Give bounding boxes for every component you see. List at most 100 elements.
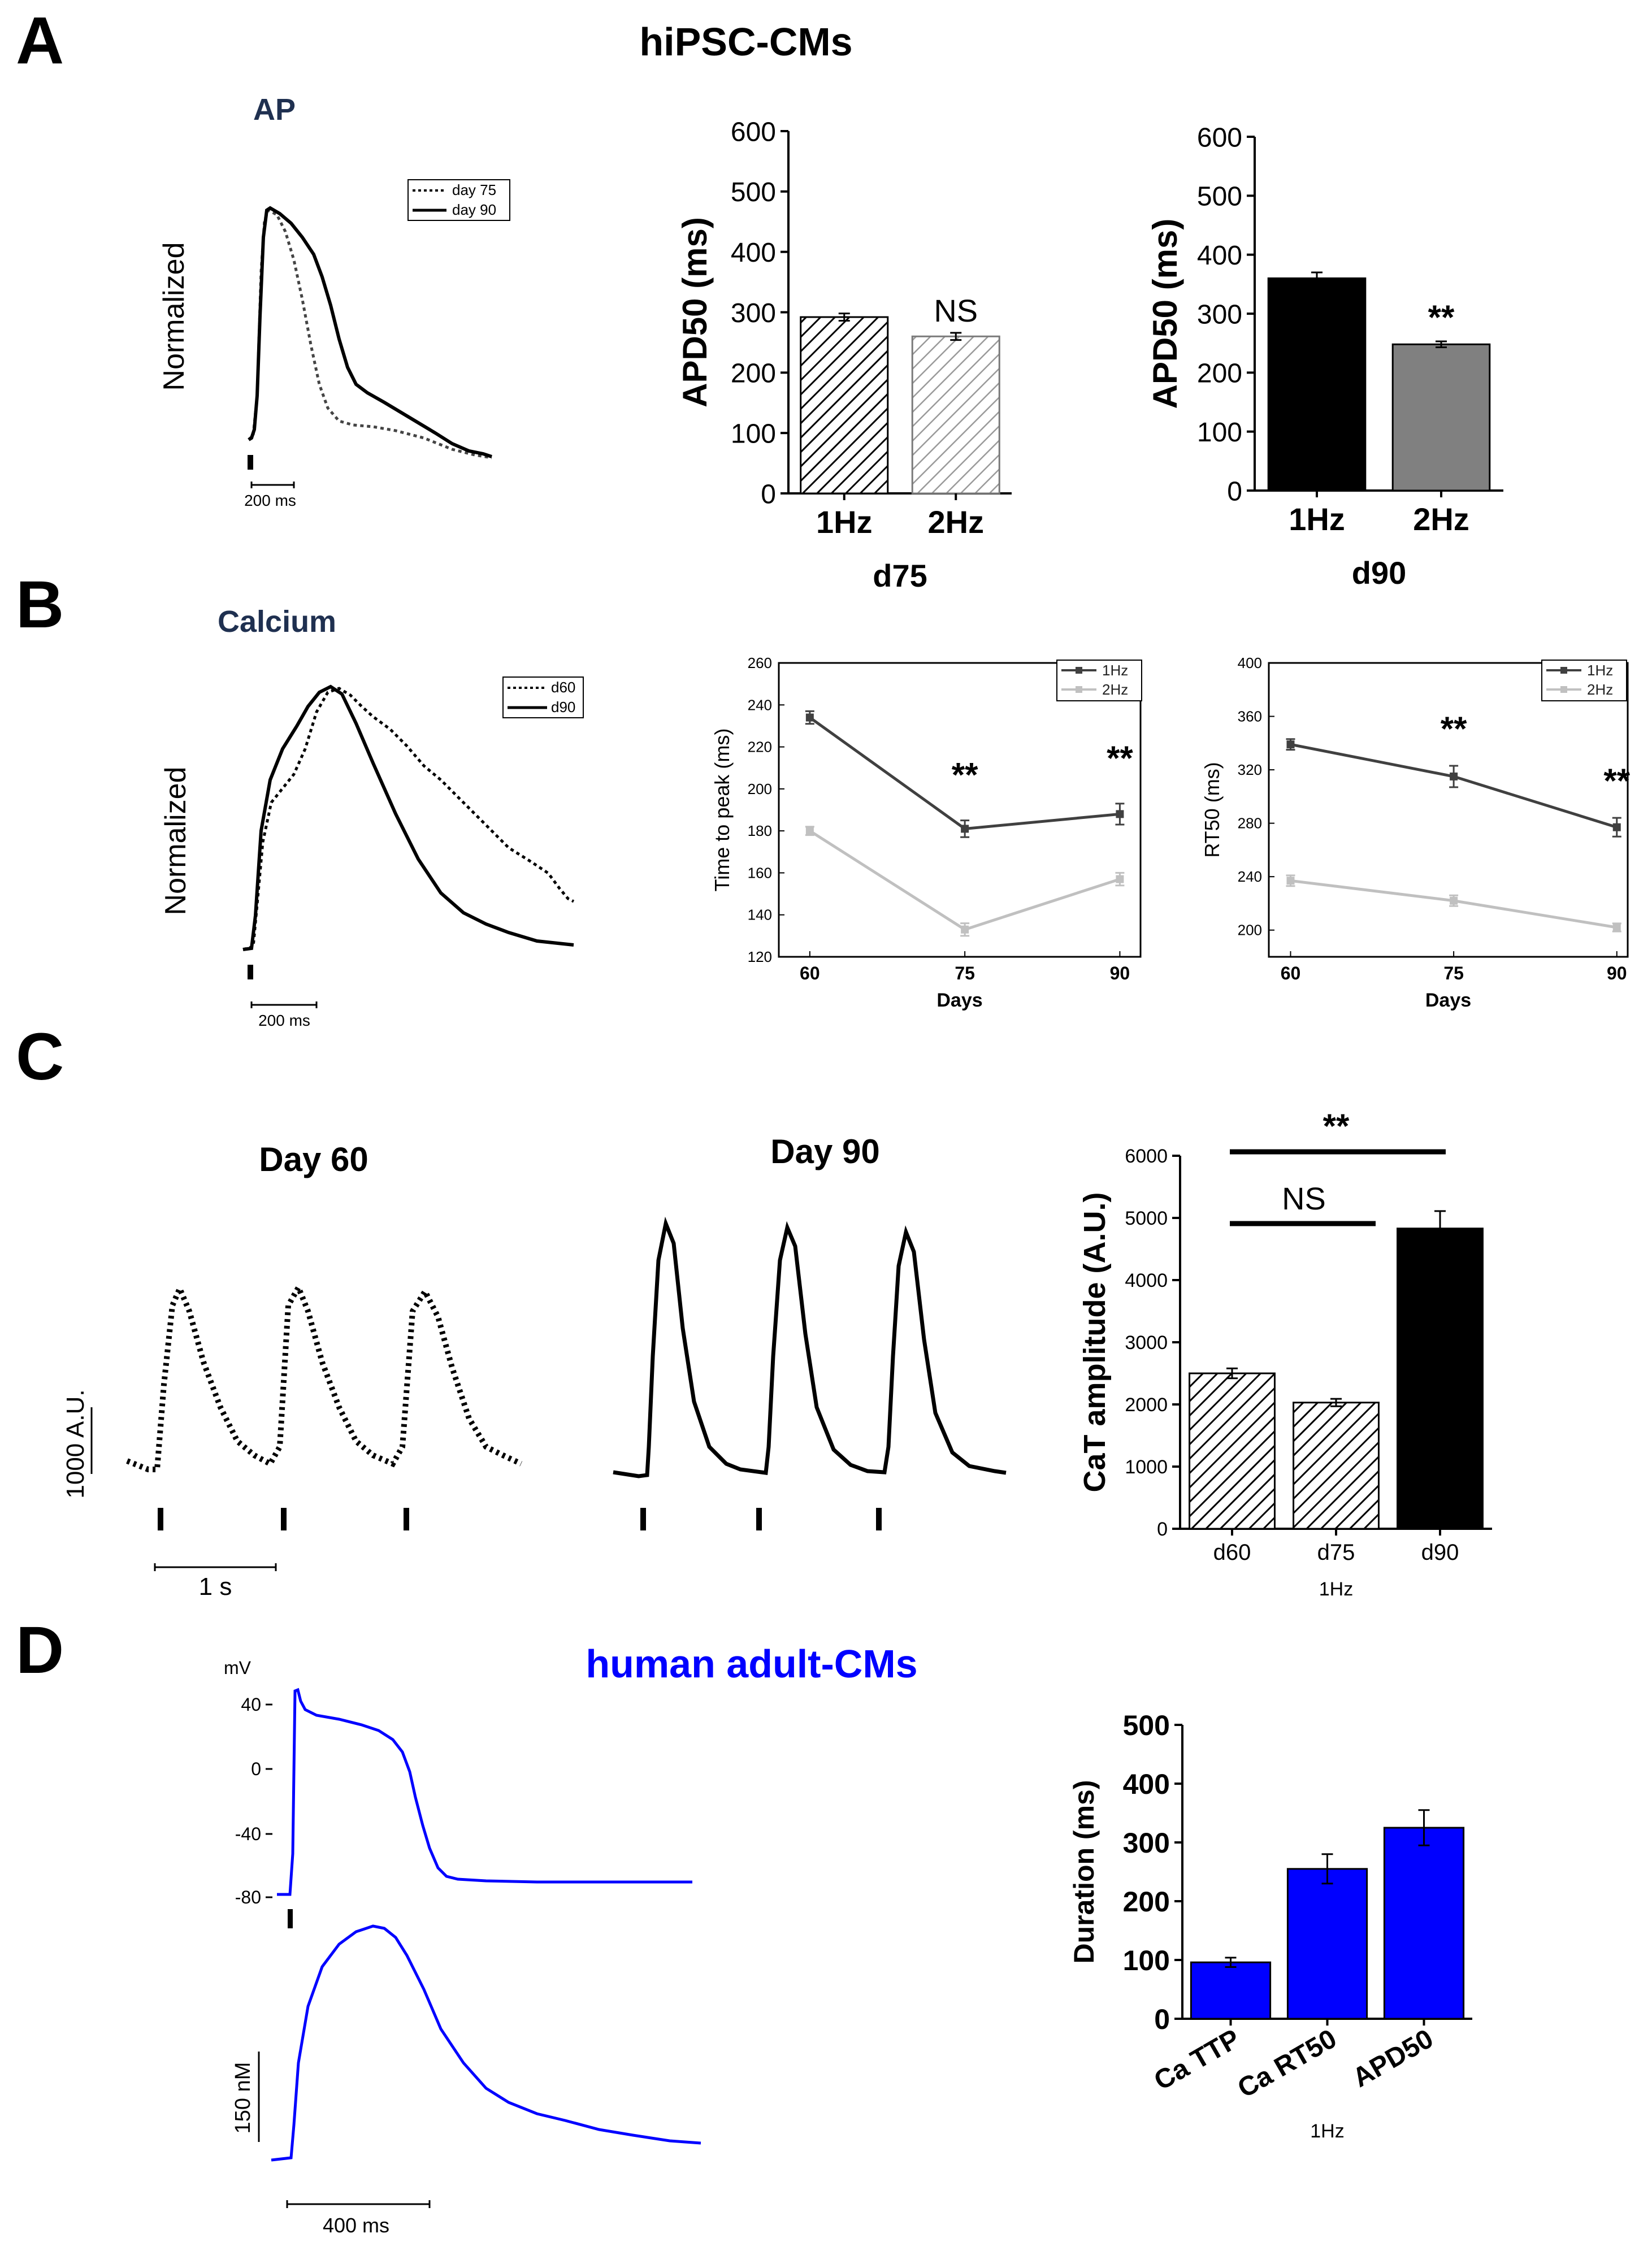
- x-axis-label: Days: [936, 990, 982, 1011]
- ap-trace-plot: AP Normalized day 75 day 90 200 ms: [158, 93, 510, 509]
- adult-ap-ytick-label-0: 0: [251, 1759, 261, 1779]
- y-tick-label: 300: [731, 298, 776, 328]
- calcium-stim-marker: [248, 965, 253, 979]
- x-tick-label: d75: [1317, 1540, 1355, 1565]
- calcium-scale-label: 200 ms: [258, 1012, 310, 1029]
- x-axis-label: Days: [1425, 990, 1471, 1011]
- y-tick-label: 600: [731, 117, 776, 147]
- x-tick-label: d90: [1421, 1540, 1459, 1565]
- y-tick-label: 1000: [1125, 1456, 1168, 1478]
- significance-label: **: [952, 756, 978, 794]
- day60-stim-3: [404, 1508, 409, 1530]
- plot-frame: [1268, 662, 1629, 958]
- y-tick-label: 200: [1238, 922, 1262, 939]
- y-tick-label: 6000: [1125, 1146, 1168, 1167]
- x-tick-label: 90: [1607, 963, 1627, 983]
- calcium-trace-d90: [242, 684, 574, 951]
- y-tick-label: 240: [748, 696, 772, 713]
- day60-title: Day 60: [259, 1140, 368, 1178]
- adult-ap-unit: mV: [224, 1658, 252, 1678]
- x-tick-label: Ca RT50: [1233, 2024, 1342, 2104]
- chart-apd50-d75: 0 100 200 300 400 500 600 1Hz 2Hz APD50 (ms) d75 NS: [676, 117, 1012, 593]
- adult-ap-ytick-label-40: 40: [241, 1694, 261, 1715]
- significance-label: **: [1441, 710, 1467, 748]
- y-tick-label: 300: [1197, 300, 1242, 329]
- y-tick-label: 0: [761, 479, 776, 509]
- y-axis-label: APD50 (ms): [676, 217, 714, 407]
- calcium-ylabel: Normalized: [159, 767, 192, 916]
- y-tick-label: 200: [1123, 1886, 1170, 1918]
- chart-cat-amplitude: 0 1000 2000 3000 4000 5000 6000 d60 d75 d90 CaT am…: [1078, 1107, 1492, 1600]
- day90-stim-2: [756, 1508, 762, 1530]
- y-tick-label: 180: [748, 822, 772, 839]
- legend-label: 2Hz: [1102, 681, 1128, 698]
- calcium-trace-d60: [242, 687, 575, 951]
- y-tick-label: 200: [1197, 359, 1242, 389]
- day60-stim-1: [158, 1508, 163, 1530]
- significance-label: **: [1428, 298, 1455, 336]
- chart-rt50: 200 240 280 320 360 400 60 75 90 1Hz 2Hz ** ** RT50 (…: [1200, 654, 1631, 1011]
- y-tick-label: 240: [1238, 868, 1262, 885]
- significance-label: **: [1603, 762, 1630, 800]
- y-tick-label: 400: [731, 238, 776, 268]
- x-tick-label: 75: [1443, 963, 1464, 983]
- y-tick-label: 600: [1197, 123, 1242, 153]
- y-axis-label: Time to peak (ms): [710, 728, 734, 892]
- calcium-title: Calcium: [218, 605, 336, 639]
- y-tick-label: 500: [1197, 182, 1242, 212]
- calcium-legend-d90: d90: [551, 699, 575, 715]
- plot-frame: [778, 662, 1142, 958]
- day60-stim-2: [281, 1508, 287, 1530]
- calcium-legend-box: [502, 676, 584, 718]
- ap-title: AP: [253, 93, 296, 127]
- bar-apd50: [1383, 1827, 1465, 2020]
- data-point-1hz: [1450, 772, 1458, 780]
- adult-ap-trace: [277, 1688, 692, 1896]
- legend-marker: [1076, 686, 1082, 693]
- significance-label: NS: [1282, 1181, 1326, 1216]
- legend-marker: [1560, 667, 1567, 674]
- y-tick-label: 0: [1157, 1519, 1168, 1540]
- y-tick-label: 120: [748, 948, 772, 965]
- data-point-1hz: [805, 713, 814, 722]
- data-point-2hz: [1116, 875, 1124, 883]
- panel-letter-b: B: [16, 567, 64, 642]
- adult-ca-trace: [271, 1924, 701, 2162]
- day60-scale-x-label: 1 s: [199, 1573, 232, 1601]
- y-tick-label: 5000: [1125, 1208, 1168, 1229]
- y-tick-label: 400: [1123, 1768, 1170, 1800]
- adult-ap-ytick-label-m80: -80: [235, 1887, 261, 1907]
- y-tick-label: 140: [748, 907, 772, 923]
- y-tick-label: 2000: [1125, 1394, 1168, 1416]
- legend-label: 1Hz: [1102, 662, 1128, 679]
- x-tick-label: 2Hz: [927, 504, 984, 540]
- legend-box: [1056, 660, 1142, 701]
- x-axis-label: 1Hz: [1319, 1578, 1353, 1600]
- y-axis-label: CaT amplitude (A.U.): [1078, 1192, 1112, 1492]
- day90-title: Day 90: [770, 1133, 879, 1170]
- chart-apd50-d90: 0 100 200 300 400 500 600 1Hz 2Hz APD50 (ms) d90 **: [1146, 123, 1503, 591]
- bar-d75: [1293, 1402, 1380, 1530]
- y-tick-label: 220: [748, 739, 772, 756]
- significance-label: NS: [934, 293, 978, 328]
- calcium-legend-d60: d60: [551, 679, 575, 696]
- bar-ca-rt50: [1286, 1868, 1368, 2020]
- y-tick-label: 320: [1238, 761, 1262, 778]
- x-tick-label: 90: [1110, 963, 1130, 983]
- ap-trace-day75: [248, 208, 492, 459]
- y-tick-label: 0: [1227, 476, 1242, 506]
- data-point-2hz: [1450, 896, 1458, 905]
- x-axis-label: 1Hz: [1310, 2120, 1344, 2142]
- panel-letter-a: A: [16, 3, 64, 78]
- adult-ap-ytick-label-m40: -40: [235, 1824, 261, 1844]
- y-tick-label: 500: [1123, 1710, 1170, 1741]
- y-tick-label: 0: [1154, 2004, 1170, 2035]
- y-tick-label: 500: [731, 177, 776, 207]
- x-tick-label: 60: [1281, 963, 1301, 983]
- x-tick-label: APD50: [1347, 2024, 1438, 2093]
- x-tick-label: d60: [1213, 1540, 1251, 1565]
- adult-ca-scale-y-label: 150 nM: [231, 2062, 255, 2134]
- bar-d60: [1189, 1372, 1276, 1530]
- ap-legend-day75: day 75: [452, 181, 496, 198]
- ap-scale-label: 200 ms: [244, 492, 296, 509]
